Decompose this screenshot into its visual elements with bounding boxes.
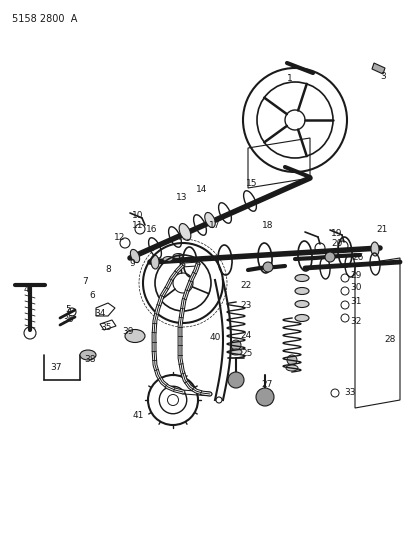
- Ellipse shape: [370, 242, 378, 256]
- Circle shape: [230, 340, 240, 350]
- Text: 36: 36: [62, 316, 74, 325]
- Polygon shape: [371, 63, 384, 74]
- Ellipse shape: [294, 274, 308, 281]
- Text: 13: 13: [176, 193, 187, 203]
- Text: 25: 25: [241, 350, 252, 359]
- Text: 23: 23: [240, 302, 251, 311]
- Text: 11: 11: [132, 222, 144, 230]
- Text: 1: 1: [286, 74, 292, 83]
- Text: 35: 35: [100, 324, 112, 333]
- Text: 37: 37: [50, 364, 62, 373]
- Text: 4: 4: [23, 286, 29, 295]
- Text: 19: 19: [330, 229, 342, 238]
- Text: 32: 32: [349, 318, 361, 327]
- Text: 33: 33: [344, 389, 355, 398]
- Text: 16: 16: [146, 225, 157, 235]
- Text: 40: 40: [209, 334, 220, 343]
- Ellipse shape: [130, 249, 139, 263]
- Ellipse shape: [179, 223, 190, 240]
- Text: 21: 21: [375, 225, 387, 235]
- Ellipse shape: [80, 350, 96, 360]
- Text: 9: 9: [129, 259, 135, 268]
- Text: 34: 34: [94, 309, 106, 318]
- Circle shape: [262, 262, 272, 272]
- Text: 7: 7: [82, 278, 88, 287]
- Text: 31: 31: [349, 297, 361, 306]
- Text: 14: 14: [196, 185, 207, 195]
- Text: 26: 26: [351, 254, 363, 262]
- Text: 20: 20: [330, 238, 342, 247]
- Ellipse shape: [173, 254, 182, 259]
- Text: 29: 29: [349, 271, 361, 279]
- Text: 5158 2800  A: 5158 2800 A: [12, 14, 77, 24]
- Ellipse shape: [285, 365, 297, 371]
- Text: 5: 5: [65, 305, 71, 314]
- Ellipse shape: [229, 349, 241, 355]
- Circle shape: [255, 388, 273, 406]
- Text: 12: 12: [114, 233, 126, 243]
- Circle shape: [286, 355, 296, 365]
- Text: 41: 41: [132, 411, 143, 421]
- Ellipse shape: [294, 301, 308, 308]
- Ellipse shape: [151, 255, 159, 269]
- Ellipse shape: [125, 329, 145, 343]
- Ellipse shape: [294, 287, 308, 295]
- Text: 18: 18: [262, 222, 273, 230]
- Text: 22: 22: [240, 281, 251, 290]
- Text: 28: 28: [383, 335, 395, 344]
- Text: 39: 39: [122, 327, 133, 336]
- Text: 3: 3: [379, 71, 385, 80]
- Circle shape: [324, 252, 334, 262]
- Text: 38: 38: [84, 356, 96, 365]
- Circle shape: [227, 372, 243, 388]
- Text: 6: 6: [89, 292, 94, 301]
- Text: 27: 27: [261, 381, 272, 390]
- Text: 15: 15: [246, 179, 257, 188]
- Ellipse shape: [163, 256, 173, 262]
- Text: 30: 30: [349, 284, 361, 293]
- Ellipse shape: [294, 314, 308, 321]
- Ellipse shape: [204, 213, 215, 228]
- Text: 24: 24: [240, 332, 251, 341]
- Text: 17: 17: [209, 221, 220, 230]
- Text: 8: 8: [105, 265, 110, 274]
- Text: 10: 10: [132, 212, 144, 221]
